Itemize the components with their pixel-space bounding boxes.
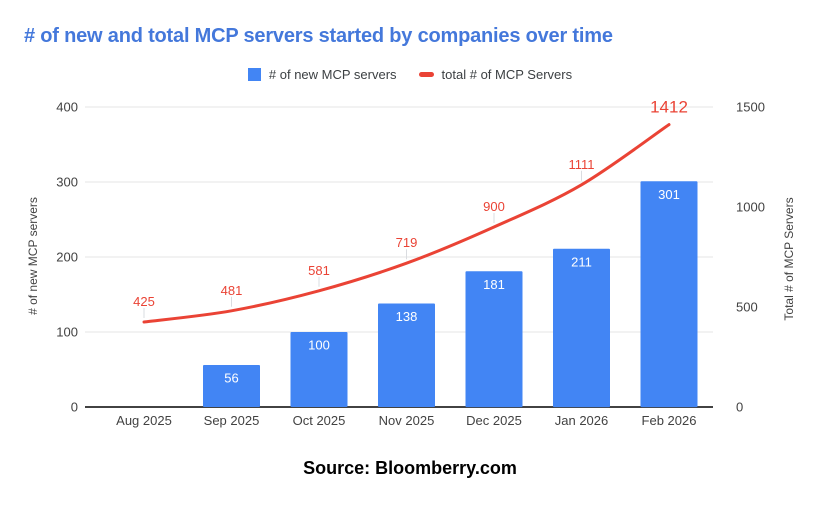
x-axis-tick-label: Jan 2026 [555, 413, 609, 428]
bar-value-label: 301 [658, 187, 680, 202]
x-axis-tick-label: Nov 2025 [379, 413, 435, 428]
line-value-label: 719 [396, 235, 418, 250]
left-axis-tick-label: 400 [56, 100, 78, 115]
left-axis-tick-label: 300 [56, 175, 78, 190]
bar-value-label: 138 [396, 309, 418, 324]
source-caption: Source: Bloomberry.com [303, 458, 517, 478]
line-value-label: 481 [221, 283, 243, 298]
bar [290, 332, 348, 407]
legend-label-new-servers: # of new MCP servers [268, 66, 397, 82]
line-value-label: 900 [483, 199, 505, 214]
x-axis-tick-label: Dec 2025 [466, 413, 522, 428]
right-axis-tick-label: 1500 [736, 100, 765, 115]
left-axis-tick-label: 100 [56, 325, 78, 340]
x-axis-tick-label: Oct 2025 [293, 413, 346, 428]
bar [203, 365, 260, 407]
x-axis-tick-label: Sep 2025 [204, 413, 260, 428]
legend: # of new MCP servers total # of MCP Serv… [0, 66, 820, 82]
right-axis-tick-label: 500 [736, 300, 758, 315]
bar [465, 271, 523, 408]
line-value-label: 581 [308, 263, 330, 278]
bar-value-label: 56 [224, 371, 238, 386]
line-value-label: 1412 [650, 98, 688, 117]
legend-item-new-servers: # of new MCP servers [247, 66, 397, 82]
bar-value-label: 211 [571, 254, 592, 269]
bar-value-label: 100 [308, 338, 330, 353]
right-axis-tick-label: 1000 [736, 200, 765, 215]
chart-title: # of new and total MCP servers started b… [24, 25, 613, 47]
left-axis-tick-label: 200 [56, 250, 78, 265]
bar [640, 181, 698, 408]
bar [553, 248, 610, 408]
legend-item-total-servers: total # of MCP Servers [418, 66, 573, 82]
bar [378, 303, 435, 407]
line-value-label: 1111 [568, 157, 594, 172]
right-axis-tick-label: 0 [736, 400, 743, 415]
x-axis-tick-label: Feb 2026 [642, 413, 697, 428]
bar-value-label: 181 [483, 277, 505, 292]
total-servers-line [142, 123, 671, 324]
bar-series-swatch-icon [247, 67, 261, 81]
line-series-swatch-icon [418, 71, 434, 77]
left-axis-tick-label: 0 [71, 400, 78, 415]
line-value-label: 425 [133, 294, 155, 309]
x-axis-tick-label: Aug 2025 [116, 413, 172, 428]
legend-label-total-servers: total # of MCP Servers [441, 66, 573, 82]
